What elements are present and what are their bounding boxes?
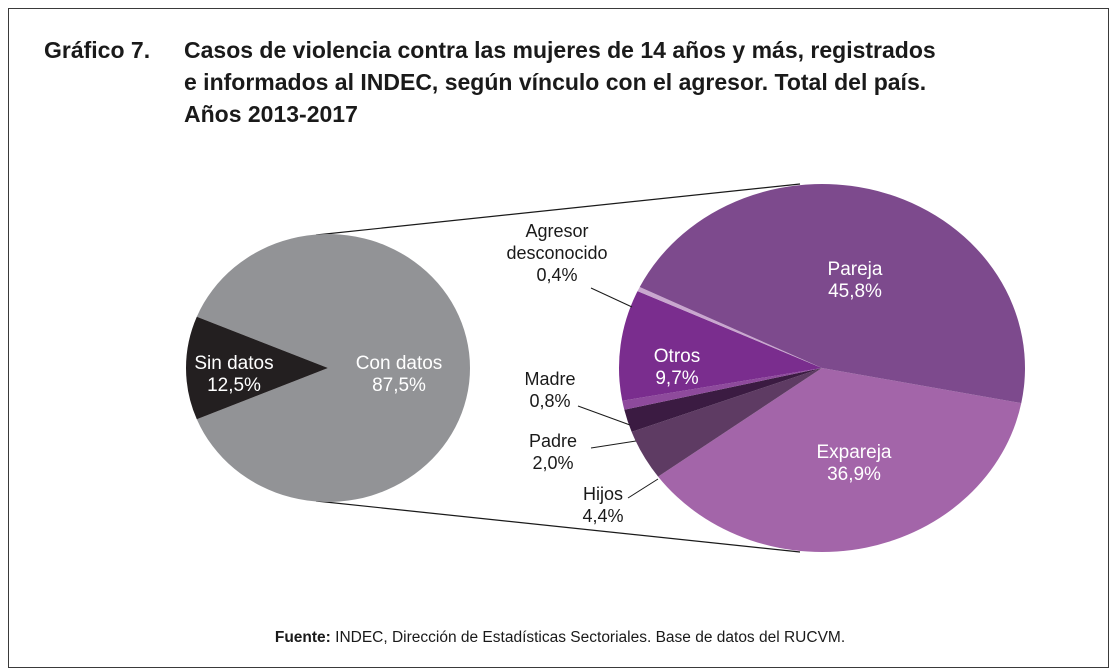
connector-lines xyxy=(315,183,801,553)
label-expareja-line: 36,9% xyxy=(827,464,881,485)
leader-lines xyxy=(577,287,659,499)
label-con-datos-line: 87,5% xyxy=(372,375,426,396)
chart-title: Gráfico 7. Casos de violencia contra las… xyxy=(44,34,1094,130)
source-note: Fuente: INDEC, Dirección de Estadísticas… xyxy=(0,629,1120,647)
label-padre: Padre 2,0% xyxy=(529,431,577,473)
connector-top xyxy=(315,183,801,236)
label-pareja: Pareja 45,8% xyxy=(828,259,883,302)
label-pareja-line: 45,8% xyxy=(828,281,882,302)
label-con-datos: Con datos 87,5% xyxy=(356,353,443,396)
slice-sin-datos xyxy=(186,316,328,420)
label-hijos-line: 4,4% xyxy=(582,506,623,526)
title-line-2: e informados al INDEC, según vínculo con… xyxy=(184,69,927,95)
leader-hijos xyxy=(627,478,659,499)
label-agresor-desconocido: Agresor desconocido 0,4% xyxy=(506,221,607,285)
leader-madre xyxy=(577,405,631,426)
label-madre-line: Madre xyxy=(524,369,575,389)
slice-con-datos xyxy=(196,234,471,503)
label-hijos-line: Hijos xyxy=(583,484,623,504)
label-otros-line: Otros xyxy=(654,346,700,367)
leader-padre xyxy=(590,440,637,449)
label-padre-line: Padre xyxy=(529,431,577,451)
source-text: INDEC, Dirección de Estadísticas Sectori… xyxy=(330,629,846,646)
label-hijos: Hijos 4,4% xyxy=(582,484,623,526)
slice-expareja xyxy=(658,368,1022,553)
label-sin-datos: Sin datos 12,5% xyxy=(194,353,273,396)
slice-hijos xyxy=(631,368,822,477)
title-line-3: Años 2013-2017 xyxy=(184,101,358,127)
source-label: Fuente: xyxy=(274,629,331,646)
label-otros: Otros 9,7% xyxy=(654,346,700,389)
leader-agresor-desconocido xyxy=(590,287,633,308)
slice-agresor-desconocido xyxy=(637,286,822,368)
label-agresor-desconocido-line: 0,4% xyxy=(536,265,577,285)
slice-labels: Con datos 87,5% Sin datos 12,5% Pareja 45,8% E… xyxy=(194,221,892,526)
label-padre-line: 2,0% xyxy=(532,453,573,473)
slice-madre xyxy=(622,368,822,410)
title-line-1: Casos de violencia contra las mujeres de… xyxy=(184,37,936,63)
label-madre: Madre 0,8% xyxy=(524,369,575,411)
connector-bottom xyxy=(315,500,801,553)
label-agresor-desconocido-line: desconocido xyxy=(506,243,607,263)
label-sin-datos-line: 12,5% xyxy=(207,375,261,396)
chart-number: Gráfico 7. xyxy=(44,37,151,63)
slice-pareja xyxy=(639,184,1025,404)
slice-padre xyxy=(624,368,822,432)
label-sin-datos-line: Sin datos xyxy=(194,353,273,374)
right-pie xyxy=(619,184,1025,553)
pie-of-pie-chart: Con datos 87,5% Sin datos 12,5% Pareja 45,8% E… xyxy=(186,183,1025,553)
label-madre-line: 0,8% xyxy=(529,391,570,411)
label-otros-line: 9,7% xyxy=(655,368,698,389)
label-pareja-line: Pareja xyxy=(828,259,883,280)
label-expareja: Expareja 36,9% xyxy=(817,442,892,485)
label-agresor-desconocido-line: Agresor xyxy=(525,221,588,241)
label-expareja-line: Expareja xyxy=(817,442,892,463)
left-pie xyxy=(186,234,471,503)
label-con-datos-line: Con datos xyxy=(356,353,443,374)
slice-otros xyxy=(619,291,822,401)
